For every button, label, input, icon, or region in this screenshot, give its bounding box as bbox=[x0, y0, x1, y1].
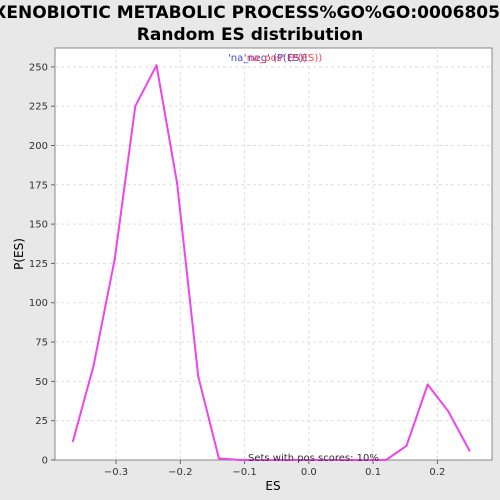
y-tick-label: 200 bbox=[29, 141, 48, 152]
data-point bbox=[238, 459, 241, 461]
data-point bbox=[405, 444, 408, 447]
data-point bbox=[197, 375, 200, 378]
data-point bbox=[155, 64, 158, 67]
data-point bbox=[468, 449, 471, 452]
legend-entry-na-neg: 'na_neg' (P(ES)) bbox=[228, 53, 307, 64]
y-tick-label: 225 bbox=[29, 102, 48, 113]
data-point bbox=[321, 459, 324, 461]
y-tick-label: 75 bbox=[35, 338, 48, 349]
data-point bbox=[259, 459, 262, 461]
x-axis-label: ES bbox=[265, 479, 280, 493]
x-tick-label: 0.0 bbox=[301, 467, 317, 478]
data-point bbox=[113, 257, 116, 260]
y-tick-label: 0 bbox=[42, 456, 48, 467]
x-tick-label: 0.1 bbox=[365, 467, 381, 478]
y-tick-label: 100 bbox=[29, 298, 48, 309]
pos-scores-annotation: Sets with pos scores: 10% bbox=[248, 453, 379, 464]
series-layer bbox=[71, 64, 471, 461]
x-tick-label: −0.2 bbox=[168, 467, 192, 478]
x-tick-label: −0.3 bbox=[104, 467, 128, 478]
y-axis-ticks: 0 25 50 75 100 125 150 175 200 225 250 bbox=[29, 62, 55, 467]
plot-area bbox=[54, 47, 493, 461]
data-point bbox=[426, 383, 429, 386]
y-tick-label: 125 bbox=[29, 259, 48, 270]
y-axis-label: P(ES) bbox=[12, 238, 26, 270]
chart-title-line1: XENOBIOTIC METABOLIC PROCESS%GO%GO:00068… bbox=[0, 3, 500, 23]
data-point bbox=[343, 459, 346, 461]
chart-title-line2: Random ES distribution bbox=[137, 25, 363, 45]
y-tick-label: 175 bbox=[29, 180, 48, 191]
data-point bbox=[176, 182, 179, 185]
x-tick-label: 0.2 bbox=[429, 467, 445, 478]
x-axis-ticks: −0.3 −0.2 −0.1 0.0 0.1 0.2 bbox=[104, 460, 445, 478]
data-point bbox=[71, 440, 74, 443]
data-point bbox=[92, 364, 95, 367]
y-tick-label: 50 bbox=[35, 377, 48, 388]
legend-entry-na-pos: 'na_pos' (P(ES)) bbox=[244, 53, 322, 64]
data-point bbox=[301, 459, 304, 461]
data-point bbox=[280, 459, 283, 461]
y-tick-label: 150 bbox=[29, 220, 48, 231]
data-point bbox=[217, 457, 220, 460]
x-tick-label: −0.1 bbox=[232, 467, 256, 478]
data-point bbox=[447, 410, 450, 413]
data-point bbox=[363, 459, 366, 461]
grid bbox=[55, 48, 492, 460]
data-point bbox=[134, 105, 137, 108]
y-tick-label: 250 bbox=[29, 62, 48, 73]
y-tick-label: 25 bbox=[35, 416, 48, 427]
data-point bbox=[384, 459, 387, 461]
series-line bbox=[72, 64, 471, 461]
